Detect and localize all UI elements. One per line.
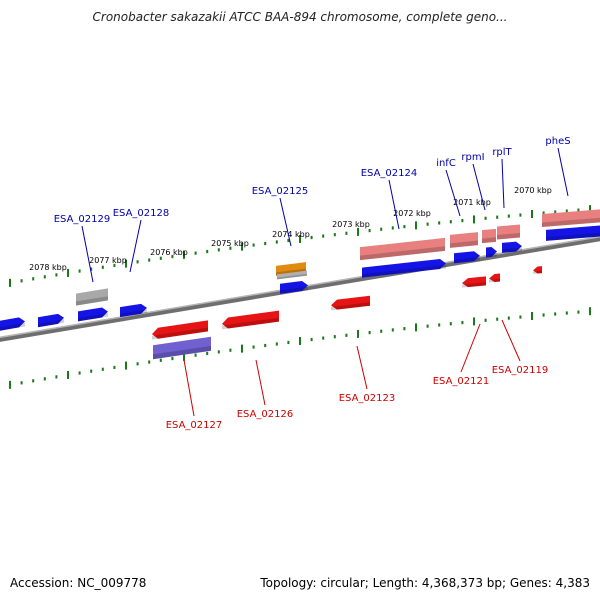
forward-gene-callout[interactable]: ESA_02124 xyxy=(361,168,418,230)
gene-features xyxy=(0,209,600,360)
reverse-gene-callout[interactable]: ESA_02119 xyxy=(492,319,549,376)
gene-feature[interactable] xyxy=(153,336,211,360)
kbp-scale-inner xyxy=(9,307,591,389)
gene-feature[interactable] xyxy=(497,224,520,240)
forward-gene-callout[interactable]: ESA_02128 xyxy=(113,208,170,273)
gene-feature[interactable] xyxy=(222,310,279,330)
gene-feature[interactable] xyxy=(546,225,600,241)
gene-feature[interactable] xyxy=(362,259,446,278)
forward-gene-callout[interactable]: rplT xyxy=(492,147,513,209)
gene-feature[interactable] xyxy=(38,313,64,328)
forward-gene-callout[interactable]: pheS xyxy=(545,136,571,197)
forward-gene-callout[interactable]: rpmI xyxy=(461,152,486,211)
gene-feature[interactable] xyxy=(76,288,108,306)
forward-gene-label: rplT xyxy=(492,147,512,158)
kbp-label: 2078 kbp xyxy=(29,263,67,272)
forward-gene-label: ESA_02128 xyxy=(113,208,170,219)
kbp-label: 2072 kbp xyxy=(393,209,431,218)
kbp-label: 2075 kbp xyxy=(211,239,249,248)
gene-feature[interactable] xyxy=(280,280,308,294)
forward-gene-label: ESA_02129 xyxy=(54,214,111,225)
forward-gene-label: rpmI xyxy=(461,152,484,163)
gene-feature[interactable] xyxy=(462,276,486,288)
topology-text: Topology: circular; Length: 4,368,373 bp… xyxy=(260,576,590,590)
gene-feature[interactable] xyxy=(486,247,497,258)
gene-feature[interactable] xyxy=(450,232,478,248)
forward-gene-label: infC xyxy=(436,158,456,169)
reverse-gene-label: ESA_02121 xyxy=(433,376,490,387)
kbp-label: 2070 kbp xyxy=(514,186,552,195)
reverse-gene-callout[interactable]: ESA_02121 xyxy=(433,323,490,387)
forward-gene-label: pheS xyxy=(545,136,570,147)
forward-gene-callout[interactable]: infC xyxy=(436,158,461,217)
forward-gene-label: ESA_02125 xyxy=(252,186,309,197)
gene-feature[interactable] xyxy=(454,251,480,264)
kbp-label: 2077 kbp xyxy=(89,256,127,265)
gene-feature[interactable] xyxy=(277,270,307,280)
gene-feature[interactable] xyxy=(331,295,370,311)
kbp-labels: 2078 kbp 2077 kbp 2076 kbp 2075 kbp 2074 kbp… xyxy=(29,186,552,272)
reverse-gene-label: ESA_02119 xyxy=(492,365,549,376)
kbp-scale-outer xyxy=(9,205,591,287)
reverse-gene-callout[interactable]: ESA_02123 xyxy=(339,345,396,404)
gene-feature[interactable] xyxy=(120,303,147,318)
gene-feature[interactable] xyxy=(502,241,522,253)
forward-gene-callout[interactable]: ESA_02129 xyxy=(54,214,111,283)
kbp-label: 2071 kbp xyxy=(453,198,491,207)
reverse-gene-callout[interactable]: ESA_02126 xyxy=(237,359,294,420)
gene-feature[interactable] xyxy=(152,320,208,340)
reverse-gene-label: ESA_02123 xyxy=(339,393,396,404)
gene-feature[interactable] xyxy=(533,266,542,274)
kbp-label: 2073 kbp xyxy=(332,220,370,229)
forward-gene-label: ESA_02124 xyxy=(361,168,418,179)
forward-gene-callout[interactable]: ESA_02125 xyxy=(252,186,309,247)
gene-feature[interactable] xyxy=(542,209,600,228)
reverse-gene-label: ESA_02126 xyxy=(237,409,294,420)
accession-text: Accession: NC_009778 xyxy=(10,576,147,590)
gene-feature[interactable] xyxy=(78,307,108,322)
kbp-label: 2076 kbp xyxy=(150,248,188,257)
map-title: Cronobacter sakazakii ATCC BAA-894 chrom… xyxy=(92,10,508,24)
reverse-gene-label: ESA_02127 xyxy=(166,420,223,431)
gene-feature[interactable] xyxy=(489,273,500,283)
kbp-label: 2074 kbp xyxy=(272,230,310,239)
gene-feature[interactable] xyxy=(360,237,445,261)
gene-feature[interactable] xyxy=(0,317,25,331)
reverse-gene-callout[interactable]: ESA_02127 xyxy=(166,359,223,431)
gene-feature[interactable] xyxy=(482,228,496,244)
